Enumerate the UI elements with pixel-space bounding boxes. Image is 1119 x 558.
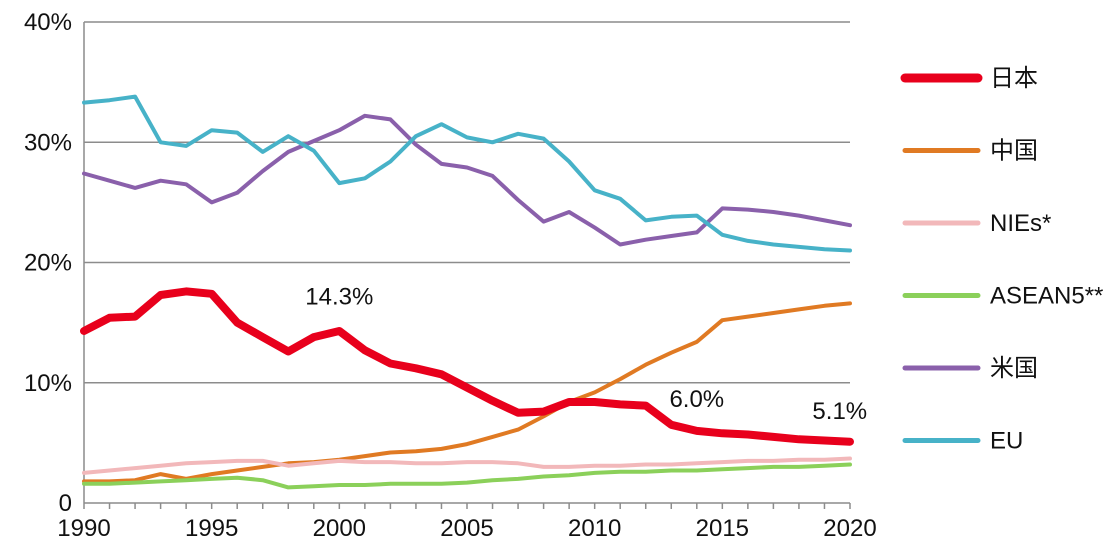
series-line-0	[80, 287, 854, 446]
x-tick-label: 2010	[568, 515, 621, 542]
x-tick-label: 2020	[823, 515, 876, 542]
gridlines	[84, 21, 850, 384]
series-lines	[80, 94, 854, 490]
x-tick-label: 1995	[185, 515, 238, 542]
x-tick-label: 1990	[57, 515, 110, 542]
x-tick-label: 2015	[696, 515, 749, 542]
legend-label: 米国	[990, 355, 1038, 382]
y-tick-label: 30%	[24, 129, 72, 156]
x-tick-label: 2005	[440, 515, 493, 542]
series-line-4	[82, 113, 852, 247]
y-tick-label: 40%	[24, 9, 72, 36]
annotation-label: 5.1%	[812, 398, 867, 425]
legend-label: 中国	[990, 138, 1038, 165]
y-tick-label: 10%	[24, 370, 72, 397]
series-line-3	[82, 462, 852, 490]
y-tick-label: 20%	[24, 250, 72, 277]
series-line-2	[82, 456, 852, 475]
legend-label: 日本	[990, 65, 1038, 92]
annotations: 14.3% 6.0% 5.1%	[305, 284, 867, 425]
x-tick-label: 2000	[313, 515, 366, 542]
series-line-5	[82, 94, 852, 253]
legend-label: EU	[990, 428, 1023, 455]
legend-label: NIEs*	[990, 210, 1051, 237]
annotation-label: 14.3%	[305, 284, 373, 311]
axes: 0 10% 20% 30% 40% 1990 1995 2000 2005 2010 2015 202…	[24, 9, 877, 542]
y-tick-label: 0	[59, 490, 72, 517]
annotation-label: 6.0%	[669, 386, 724, 413]
series-line-1	[82, 301, 852, 484]
legend-label: ASEAN5**	[990, 283, 1103, 310]
